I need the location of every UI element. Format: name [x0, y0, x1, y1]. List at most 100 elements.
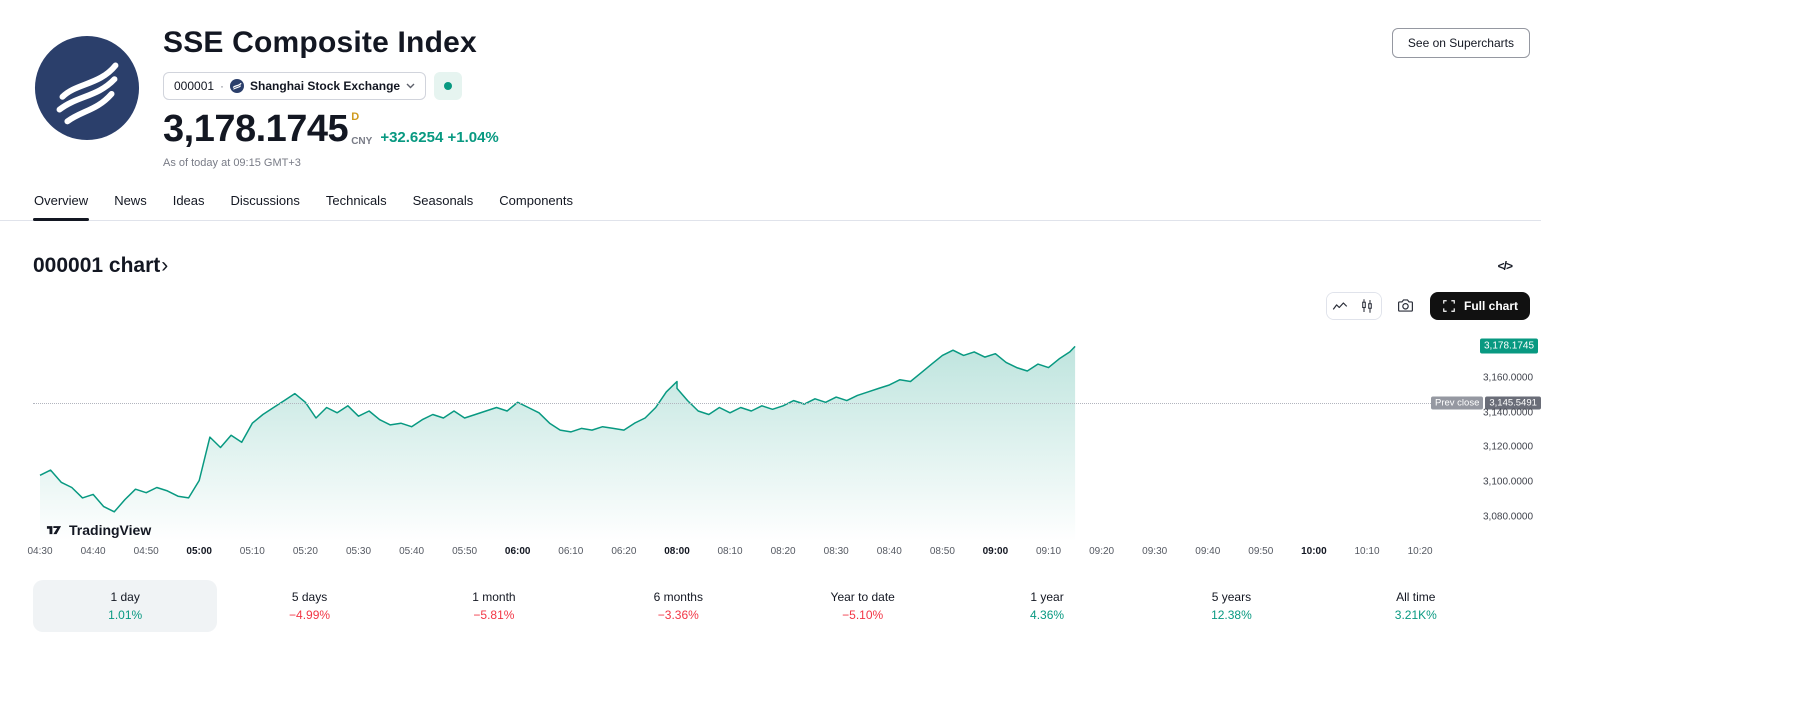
x-axis-label: 05:50 — [452, 545, 478, 557]
full-chart-label: Full chart — [1463, 298, 1518, 313]
prev-close-value: 3,145.5491 — [1485, 396, 1541, 410]
time-axis: 04:30 04:40 04:50 05:00 05:10 05:20 05:30 05:40… — [27, 545, 1473, 560]
tab-news[interactable]: News — [113, 185, 148, 220]
period-change-value: 12.38% — [1211, 607, 1252, 622]
period-label: 1 month — [472, 589, 516, 604]
period-change-value: 3.21K% — [1394, 607, 1437, 622]
market-open-dot-icon — [444, 82, 453, 90]
symbol-code: 000001 — [174, 79, 215, 93]
tab-discussions[interactable]: Discussions — [230, 185, 301, 220]
see-on-supercharts-button[interactable]: See on Supercharts — [1391, 28, 1530, 58]
embed-code-icon[interactable]: </> — [1492, 258, 1518, 274]
period-year-to-date[interactable]: Year to date −5.10% — [771, 580, 955, 632]
page-title: SSE Composite Index — [163, 26, 477, 59]
full-chart-button[interactable]: Full chart — [1429, 291, 1530, 320]
period-change-value: −3.36% — [657, 607, 699, 622]
period-all-time[interactable]: All time 3.21K% — [1324, 580, 1508, 632]
last-price-badge: 3,178.1745 — [1480, 338, 1539, 354]
prev-close-badge: Prev close 3,145.5491 — [1431, 396, 1541, 410]
sse-logo — [33, 34, 141, 142]
currency-label: CNY — [351, 135, 373, 147]
page: SSE Composite Index 000001 · Shanghai St… — [0, 0, 1541, 632]
period-label: 1 year — [1030, 589, 1064, 604]
x-axis-label: 10:00 — [1301, 545, 1327, 557]
x-axis-label: 08:30 — [823, 545, 849, 557]
y-axis-label: 3,100.0000 — [1483, 476, 1534, 488]
tab-components[interactable]: Components — [498, 185, 574, 220]
tab-ideas[interactable]: Ideas — [172, 185, 206, 220]
x-axis-label: 09:40 — [1195, 545, 1221, 557]
period-change-value: 4.36% — [1030, 607, 1065, 622]
x-axis-label: 09:00 — [982, 545, 1009, 557]
tradingview-glyph-icon — [46, 526, 62, 535]
x-axis-label: 05:10 — [239, 545, 265, 557]
tradingview-wordmark: TradingView — [69, 521, 152, 538]
x-axis-label: 09:50 — [1248, 545, 1274, 557]
exchange-logo-icon — [230, 79, 245, 93]
area-series — [39, 345, 1076, 542]
section-title-link[interactable]: 000001 chart› — [33, 254, 168, 278]
prev-close-line — [33, 402, 1473, 404]
candles-chart-type-button[interactable] — [1353, 292, 1381, 319]
fullscreen-brackets-icon — [1442, 299, 1456, 313]
period-1-month[interactable]: 1 month −5.81% — [402, 580, 586, 632]
x-axis-label: 05:30 — [345, 545, 372, 557]
period-6-months[interactable]: 6 months −3.36% — [586, 580, 770, 632]
period-label: 5 years — [1211, 589, 1252, 604]
x-axis-label: 09:10 — [1035, 545, 1062, 557]
tab-seasonals[interactable]: Seasonals — [412, 185, 475, 220]
tab-technicals[interactable]: Technicals — [325, 185, 388, 220]
change-percent: +1.04% — [447, 128, 499, 146]
price-row: 3,178.1745 D CNY +32.6254 +1.04% — [163, 108, 1392, 150]
x-axis-label: 08:20 — [770, 545, 796, 557]
x-axis-label: 09:30 — [1142, 545, 1168, 557]
y-axis-label: 3,140.0000 — [1483, 407, 1534, 419]
period-1-year[interactable]: 1 year 4.36% — [955, 580, 1139, 632]
period-selector: 1 day 1.01% 5 days −4.99% 1 month −5.81% 6 mon… — [33, 579, 1508, 632]
price-change: +32.6254 +1.04% — [380, 129, 498, 150]
x-axis-label: 08:00 — [664, 545, 690, 557]
snapshot-camera-button[interactable] — [1392, 293, 1420, 319]
x-axis-label: 04:50 — [133, 545, 159, 557]
tab-overview[interactable]: Overview — [33, 185, 90, 221]
chart-type-group — [1325, 291, 1382, 320]
period-1-day[interactable]: 1 day 1.01% — [33, 579, 218, 632]
x-axis-label: 06:00 — [504, 545, 531, 557]
market-status-button[interactable] — [434, 72, 463, 100]
tab-bar: Overview News Ideas Discussions Technicals Se… — [0, 185, 1541, 221]
period-change-value: −5.81% — [473, 607, 515, 622]
x-axis-label: 08:40 — [876, 545, 902, 557]
current-price: 3,178.1745 — [163, 108, 349, 150]
y-axis-label: 3,160.0000 — [1483, 372, 1534, 384]
symbol-selector[interactable]: 000001 · Shanghai Stock Exchange — [163, 72, 427, 100]
x-axis-label: 04:40 — [80, 545, 106, 557]
chart-toolbar: Full chart — [0, 291, 1541, 320]
period-change-value: 1.01% — [108, 607, 143, 622]
separator-dot: · — [220, 79, 225, 93]
x-axis-label: 04:30 — [27, 545, 53, 557]
symbol-header: SSE Composite Index 000001 · Shanghai St… — [0, 0, 1541, 169]
period-change-value: −4.99% — [289, 607, 331, 622]
symbol-row: 000001 · Shanghai Stock Exchange — [163, 72, 1392, 100]
period-5-years[interactable]: 5 years 12.38% — [1139, 580, 1323, 632]
chevron-down-icon — [406, 83, 415, 89]
tradingview-logo[interactable]: TradingView — [39, 520, 157, 540]
x-axis-label: 06:20 — [611, 545, 637, 557]
price-chart: TradingView 3,178.1745 Prev close 3,145.… — [27, 334, 1541, 564]
period-label: All time — [1396, 589, 1436, 604]
x-axis-label: 09:20 — [1089, 545, 1115, 557]
chart-plot-area[interactable]: TradingView — [33, 334, 1473, 542]
x-axis-label: 10:10 — [1354, 545, 1380, 557]
section-title-text: 000001 chart — [33, 253, 161, 277]
area-chart-type-button[interactable] — [1326, 292, 1354, 319]
prev-close-tag: Prev close — [1431, 396, 1484, 410]
period-label: Year to date — [830, 589, 895, 604]
period-5-days[interactable]: 5 days −4.99% — [217, 580, 401, 632]
x-axis-label: 05:20 — [292, 545, 318, 557]
chart-section-head: 000001 chart› </> — [0, 254, 1541, 278]
chevron-right-icon: › — [161, 253, 169, 277]
change-absolute: +32.6254 — [380, 128, 444, 146]
x-axis-label: 06:10 — [558, 545, 584, 557]
x-axis-label: 10:20 — [1407, 545, 1433, 557]
x-axis-label: 08:50 — [929, 545, 955, 557]
